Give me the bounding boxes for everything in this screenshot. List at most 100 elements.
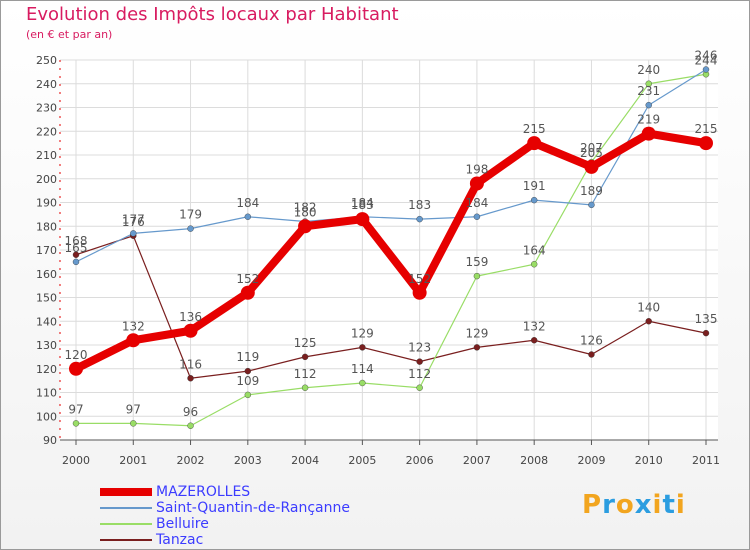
data-label-2: 244: [695, 53, 718, 67]
series-line-2: [75, 73, 707, 427]
data-point-1: [130, 230, 137, 237]
data-label-2: 112: [294, 367, 317, 381]
data-label-3: 129: [465, 326, 488, 340]
data-label-1: 189: [580, 184, 603, 198]
logo-letter: t: [662, 490, 676, 520]
data-label-1: 184: [236, 196, 259, 210]
x-tick-label: 2003: [234, 454, 262, 467]
data-label-1: 183: [408, 198, 431, 212]
data-point-0: [527, 136, 542, 151]
legend-item: Belluire: [100, 516, 400, 532]
data-point-2: [72, 420, 80, 427]
data-point-2: [530, 261, 538, 268]
x-tick-label: 2002: [177, 454, 205, 467]
data-point-1: [645, 101, 652, 109]
chart-subtitle: (en € et par an): [26, 28, 113, 41]
x-tick-label: 2010: [635, 454, 663, 467]
data-point-0: [183, 323, 198, 338]
series-line-1: [75, 68, 707, 263]
x-tick-label: 2009: [577, 454, 605, 467]
data-label-3: 123: [408, 341, 431, 355]
data-point-3: [702, 329, 710, 337]
data-label-3: 129: [351, 326, 374, 340]
y-tick-label: 190: [36, 197, 57, 210]
data-point-1: [244, 213, 252, 220]
y-tick-label: 120: [36, 363, 57, 376]
data-label-3: 119: [236, 350, 259, 364]
data-point-0: [641, 126, 656, 141]
x-tick-label: 2008: [520, 454, 548, 467]
data-label-0: 215: [523, 122, 546, 136]
data-point-1: [416, 215, 423, 223]
data-point-1: [473, 213, 481, 220]
data-label-1: 182: [294, 201, 317, 215]
data-label-2: 97: [126, 402, 141, 416]
data-label-0: 215: [695, 122, 718, 136]
data-point-2: [301, 384, 309, 391]
legend-swatch: [100, 507, 152, 509]
data-label-1: 177: [122, 212, 145, 226]
chart-title: Evolution des Impôts locaux par Habitant: [26, 4, 399, 25]
legend-label: Belluire: [156, 516, 209, 532]
data-point-2: [416, 384, 423, 391]
data-label-0: 132: [122, 319, 145, 333]
x-tick-label: 2001: [119, 454, 147, 467]
data-label-0: 205: [580, 146, 603, 160]
x-tick-label: 2004: [291, 454, 319, 467]
legend-swatch: [100, 488, 152, 496]
data-label-2: 96: [183, 405, 198, 419]
logo-letter: x: [634, 490, 653, 520]
legend-label: Tanzac: [156, 532, 204, 548]
y-tick-label: 250: [36, 54, 57, 67]
data-point-1: [530, 196, 538, 204]
data-label-2: 207: [580, 141, 603, 155]
data-label-1: 179: [179, 208, 202, 222]
y-tick-label: 230: [36, 102, 57, 115]
series-line-3: [75, 235, 707, 379]
data-label-0: 198: [465, 163, 488, 177]
data-point-0: [355, 212, 370, 227]
data-point-3: [645, 318, 652, 325]
data-label-2: 114: [351, 362, 374, 376]
legend-item: Saint-Quantin-de-Rançanne: [100, 500, 400, 516]
data-label-3: 116: [179, 357, 202, 371]
y-tick-label: 90: [43, 434, 57, 447]
data-point-0: [412, 285, 427, 300]
series-line-0: [72, 129, 710, 373]
data-point-3: [588, 351, 595, 358]
y-tick-label: 130: [36, 339, 57, 352]
legend-label: MAZEROLLES: [156, 484, 251, 500]
data-label-3: 140: [637, 300, 660, 314]
data-point-3: [72, 251, 80, 258]
data-label-3: 126: [580, 334, 603, 348]
data-point-0: [469, 176, 484, 191]
data-point-2: [130, 420, 137, 427]
data-label-0: 152: [408, 272, 431, 286]
x-tick-label: 2011: [692, 454, 720, 467]
data-point-2: [645, 80, 652, 87]
data-label-1: 231: [637, 84, 660, 98]
data-point-1: [187, 225, 194, 232]
logo-letter: P: [582, 490, 603, 520]
data-label-1: 246: [695, 49, 718, 63]
chart-legend: MAZEROLLES Saint-Quantin-de-Rançanne Bellu…: [100, 484, 400, 548]
data-label-0: 180: [294, 205, 317, 219]
data-label-2: 109: [236, 374, 259, 388]
data-point-0: [240, 285, 255, 300]
data-point-3: [244, 367, 252, 375]
x-tick-label: 2005: [348, 454, 376, 467]
data-point-0: [298, 219, 313, 234]
data-label-3: 176: [122, 215, 145, 229]
y-tick-label: 170: [36, 244, 57, 257]
data-point-3: [416, 358, 423, 365]
data-point-2: [359, 379, 366, 387]
legend-swatch: [100, 523, 152, 525]
logo-letter: i: [675, 490, 686, 520]
data-point-0: [584, 159, 599, 174]
data-label-1: 184: [465, 196, 488, 210]
data-label-1: 191: [523, 179, 546, 193]
data-point-3: [473, 344, 481, 351]
x-tick-label: 2006: [406, 454, 434, 467]
x-tick-label: 2007: [463, 454, 491, 467]
data-point-3: [187, 375, 194, 382]
